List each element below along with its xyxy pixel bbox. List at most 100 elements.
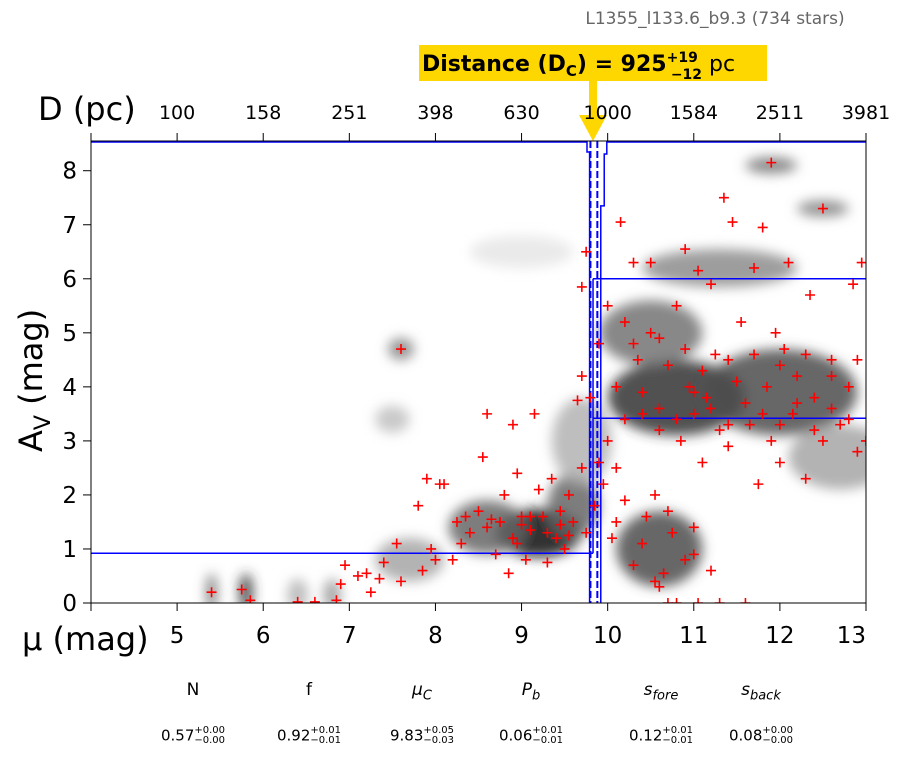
star-point xyxy=(426,543,437,554)
model-lines xyxy=(91,141,866,603)
star-point xyxy=(602,300,613,311)
star-point xyxy=(817,435,828,446)
star-point xyxy=(787,408,798,419)
star-points xyxy=(206,157,866,603)
top-tick-label: 158 xyxy=(245,102,281,124)
star-point xyxy=(611,516,622,527)
x-axis: 5 6 7 8 9 10 11 12 13 xyxy=(90,603,867,649)
top-tick-label: 1000 xyxy=(583,102,631,124)
star-point xyxy=(835,419,846,430)
star-point xyxy=(688,522,699,533)
x-tick-label: 9 xyxy=(514,623,529,649)
y-tick-label: 3 xyxy=(62,429,77,455)
star-point xyxy=(688,408,699,419)
star-point xyxy=(826,403,837,414)
star-point xyxy=(447,554,458,565)
star-point xyxy=(637,538,648,549)
star-point xyxy=(757,222,768,233)
star-point xyxy=(340,560,351,571)
star-point xyxy=(736,317,747,328)
density-blob xyxy=(702,349,858,436)
star-point xyxy=(654,333,665,344)
star-point xyxy=(706,279,716,290)
star-point xyxy=(451,516,462,527)
star-point xyxy=(352,570,363,581)
star-point xyxy=(817,203,828,214)
star-point xyxy=(551,533,561,544)
star-point xyxy=(512,468,523,479)
star-point xyxy=(826,371,837,382)
star-point xyxy=(774,419,785,430)
top-tick-label: 1584 xyxy=(670,102,718,124)
star-point xyxy=(723,354,734,365)
star-point xyxy=(542,557,553,568)
star-point xyxy=(744,419,755,430)
y-tick-label: 0 xyxy=(62,591,77,617)
star-point xyxy=(598,479,609,490)
star-point xyxy=(800,349,811,360)
top-distance-axis: 100 158 251 398 630 1000 1584 2511 3981 xyxy=(90,102,890,141)
y-tick-label: 4 xyxy=(62,375,77,401)
x-tick-label: 10 xyxy=(593,623,622,649)
star-point xyxy=(585,392,596,403)
star-point xyxy=(688,549,699,560)
star-point xyxy=(594,338,605,349)
star-point xyxy=(792,398,803,409)
star-point xyxy=(499,489,510,500)
star-point xyxy=(413,500,424,511)
star-point xyxy=(486,514,497,525)
star-point xyxy=(684,381,695,392)
star-point xyxy=(572,395,583,406)
star-point xyxy=(396,344,406,355)
top-tick-label: 630 xyxy=(503,102,539,124)
star-point xyxy=(675,435,686,446)
star-point xyxy=(335,579,346,590)
density-blob xyxy=(788,424,866,490)
star-point xyxy=(637,408,648,419)
star-point xyxy=(619,414,630,425)
star-point xyxy=(576,281,587,292)
star-point xyxy=(637,387,648,398)
star-point xyxy=(766,157,777,168)
star-point xyxy=(495,516,506,527)
star-point xyxy=(559,543,570,554)
plot-frame xyxy=(90,140,867,604)
star-point xyxy=(538,511,549,522)
star-point xyxy=(507,533,518,544)
star-point xyxy=(667,527,678,538)
star-point xyxy=(783,257,794,268)
y-tick-label: 8 xyxy=(62,159,77,185)
distance-highlight: Distance (DC) = 925+19 −12 pc xyxy=(419,45,767,141)
top-axis-label: D (pc) xyxy=(38,90,136,128)
star-point xyxy=(525,525,536,536)
star-point xyxy=(714,425,725,436)
star-point xyxy=(641,511,652,522)
star-point xyxy=(477,452,488,463)
star-point xyxy=(654,425,665,436)
y-tick-label: 7 xyxy=(62,213,77,239)
star-point xyxy=(792,371,803,382)
star-point xyxy=(421,473,432,484)
x-tick-label: 11 xyxy=(679,623,708,649)
star-point xyxy=(594,457,605,468)
star-point xyxy=(706,565,716,576)
star-point xyxy=(671,300,682,311)
star-point xyxy=(206,587,217,598)
star-point xyxy=(749,349,760,360)
star-point xyxy=(843,381,854,392)
star-point xyxy=(688,387,699,398)
x-axis-label: μ (mag) xyxy=(22,620,149,658)
star-point xyxy=(654,581,665,592)
star-point xyxy=(512,538,523,549)
star-point xyxy=(542,527,553,538)
star-point xyxy=(417,565,428,576)
star-point xyxy=(632,354,643,365)
mu-c-posterior-histogram xyxy=(91,141,866,603)
star-point xyxy=(848,279,859,290)
star-point xyxy=(740,398,751,409)
star-point xyxy=(533,484,544,495)
star-point xyxy=(826,354,837,365)
star-point xyxy=(507,419,518,430)
density-blob xyxy=(469,235,574,268)
